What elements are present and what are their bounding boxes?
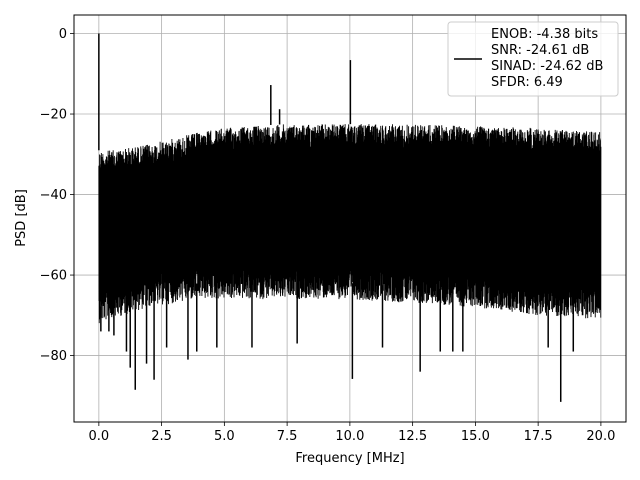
legend: ENOB: -4.38 bits SNR: -24.61 dB SINAD: -24… (447, 21, 619, 97)
y-tick-label: −80 (40, 349, 67, 364)
x-tick-label: 2.5 (151, 429, 172, 444)
x-axis-label: Frequency [MHz] (295, 451, 404, 466)
x-tick-label: 0.0 (89, 429, 110, 444)
legend-line-text: SNR: -24.61 dB (491, 43, 589, 58)
x-tick-label: 17.5 (524, 429, 553, 444)
x-tick-label: 12.5 (398, 429, 427, 444)
x-axis-ticks: 0.0 2.5 5.0 7.5 10.0 12.5 15.0 17.5 20.0 (89, 422, 615, 444)
y-tick-label: 0 (59, 27, 67, 42)
y-axis-ticks: 0 −20 −40 −60 −80 (40, 27, 74, 364)
legend-line-text: SINAD: -24.62 dB (491, 59, 603, 74)
x-tick-label: 7.5 (277, 429, 298, 444)
legend-box (447, 21, 619, 97)
plot-area (98, 33, 602, 402)
y-tick-label: −60 (40, 269, 67, 284)
legend-line-text: ENOB: -4.38 bits (491, 27, 598, 42)
y-tick-label: −20 (40, 108, 67, 123)
legend-entry: ENOB: -4.38 bits SNR: -24.61 dB SINAD: -24… (491, 27, 603, 90)
legend-line-text: SFDR: 6.49 (491, 75, 563, 90)
x-tick-label: 10.0 (335, 429, 364, 444)
x-tick-label: 20.0 (586, 429, 615, 444)
y-axis-label: PSD [dB] (14, 189, 29, 247)
y-tick-label: −40 (40, 188, 67, 203)
x-tick-label: 5.0 (214, 429, 235, 444)
x-tick-label: 15.0 (461, 429, 490, 444)
psd-trace (98, 124, 602, 324)
